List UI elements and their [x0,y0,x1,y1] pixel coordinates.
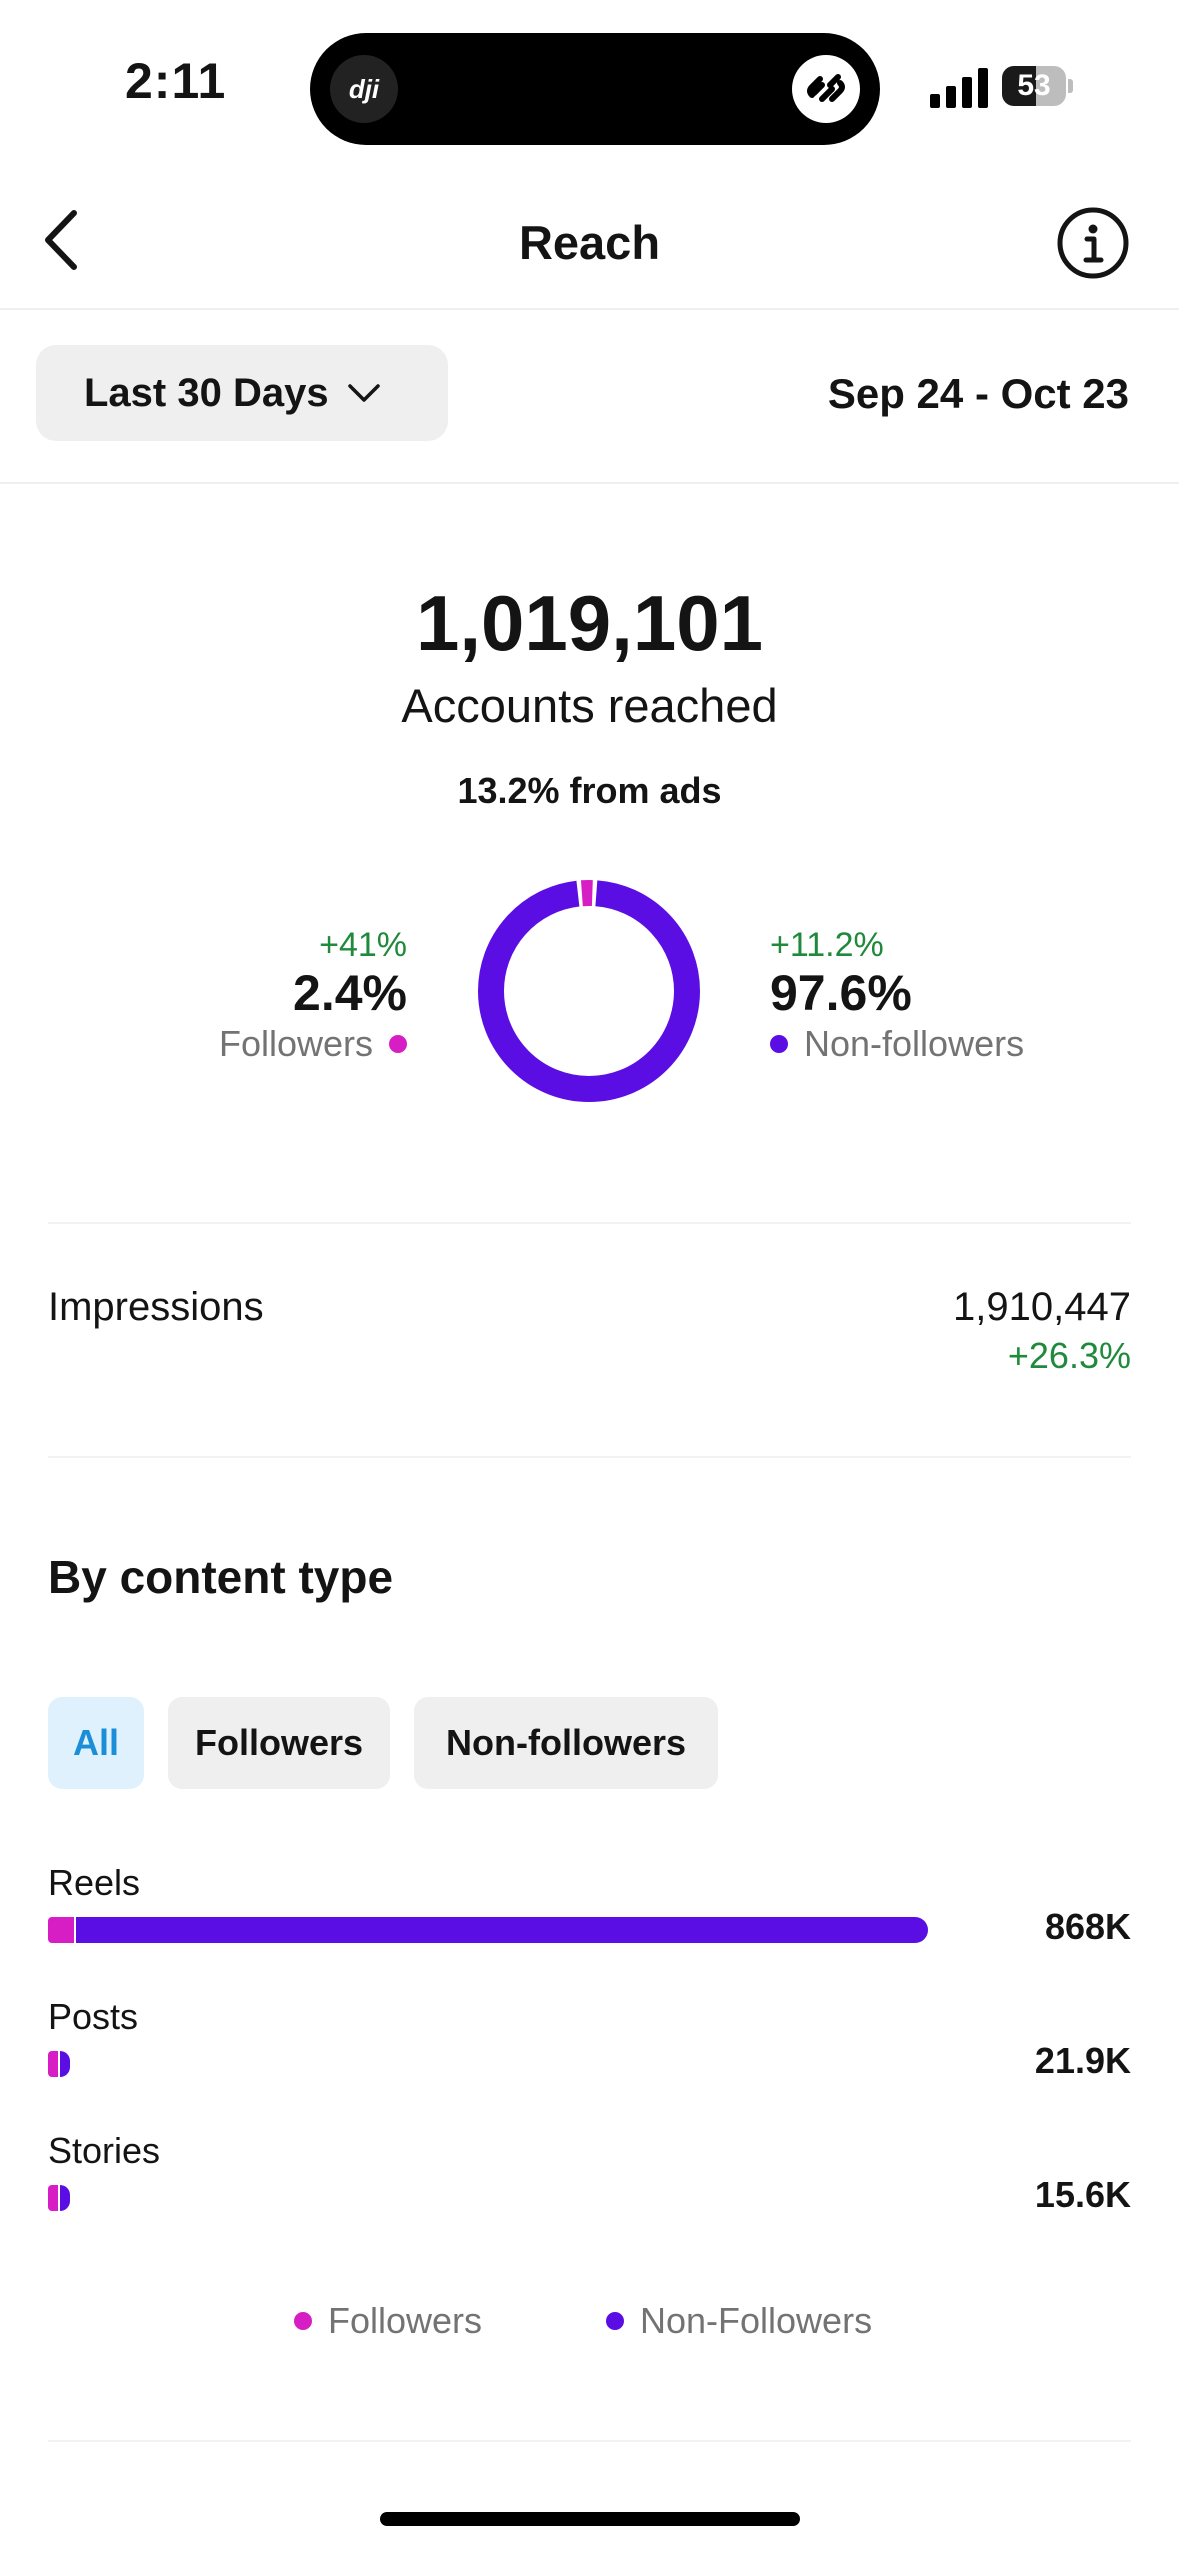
divider [48,1222,1131,1224]
battery-icon: 53 [1002,66,1074,106]
page-title: Reach [518,216,661,269]
battery-fill [1002,66,1036,106]
reels-followers-segment [48,1917,75,1943]
impressions-label: Impressions [48,1285,264,1329]
content-bar-reels [48,1917,928,1943]
link-icon [792,55,860,123]
posts-followers-segment [48,2051,58,2077]
content-row-label-posts: Posts [48,1996,139,2037]
accounts-reached-value: 1,019,101 [415,579,763,667]
non-followers-change: +11.2% [770,926,884,964]
non-followers-stat: +11.2% 97.6% Non-followers [770,925,1024,1067]
content-bar-stories [48,2185,70,2211]
home-indicator[interactable] [380,2512,800,2526]
non-followers-percent: 97.6% [770,965,912,1021]
dji-app-icon: dji [330,55,398,123]
chip-followers[interactable]: Followers [168,1697,390,1789]
divider [0,482,1179,484]
content-row-value-posts: 21.9K [1034,2040,1131,2081]
chip-non-followers[interactable]: Non-followers [414,1697,718,1789]
signal-icon [930,68,988,108]
followers-stat: +41% 2.4% Followers [219,925,407,1067]
content-row-value-stories: 15.6K [1034,2174,1131,2215]
content-row-value-reels: 868K [1044,1906,1131,1947]
donut-non-followers-slice [478,880,700,1102]
non-followers-label-row: Non-followers [770,1021,1024,1067]
followers-label: Followers [218,1023,373,1064]
reach-donut-chart [478,880,700,1102]
followers-label-row: Followers [219,1021,407,1067]
content-row-label-reels: Reels [48,1862,141,1903]
impressions-value: 1,910,447 [953,1285,1131,1329]
chevron-down-icon [347,384,380,402]
followers-percent: 2.4% [293,965,407,1021]
back-button[interactable] [20,200,100,280]
chip-all[interactable]: All [48,1697,144,1789]
non-followers-legend-dot-icon [606,2312,624,2330]
date-range-text: Sep 24 - Oct 23 [827,370,1129,417]
info-icon[interactable] [1055,205,1131,281]
date-range-dropdown[interactable]: Last 30 Days [36,345,448,441]
chevron-left-icon [45,210,77,270]
accounts-reached-label: Accounts reached [401,679,778,732]
dynamic-island: dji [310,33,880,145]
followers-legend-dot-icon [294,2312,312,2330]
legend-non-followers: Non-Followers [606,2300,872,2342]
non-followers-label: Non-followers [804,1023,1025,1064]
divider [48,1456,1131,1458]
legend-followers: Followers [294,2300,482,2342]
status-bar: 2:11 dji 53 [0,0,1179,170]
battery-level: 53 [1017,69,1051,102]
nav-bar: Reach [0,170,1179,310]
impressions-change: +26.3% [1007,1335,1131,1376]
non-followers-dot-icon [770,1035,788,1053]
reels-non-followers-segment [76,1917,928,1943]
legend-non-followers-label: Non-Followers [640,2300,873,2341]
legend-followers-label: Followers [328,2300,483,2341]
status-time: 2:11 [125,53,227,109]
stories-non-followers-segment [59,2185,70,2211]
donut-followers-slice [478,880,700,1102]
divider [48,2440,1131,2442]
content-bar-posts [48,2051,71,2077]
date-range-dropdown-label: Last 30 Days [84,370,329,415]
stories-followers-segment [48,2185,58,2211]
followers-dot-icon [389,1035,407,1053]
content-type-title: By content type [48,1551,394,1603]
ads-share-label: 13.2% from ads [457,770,722,811]
content-row-label-stories: Stories [48,2130,161,2171]
followers-change: +41% [319,926,407,964]
posts-non-followers-segment [59,2051,71,2077]
